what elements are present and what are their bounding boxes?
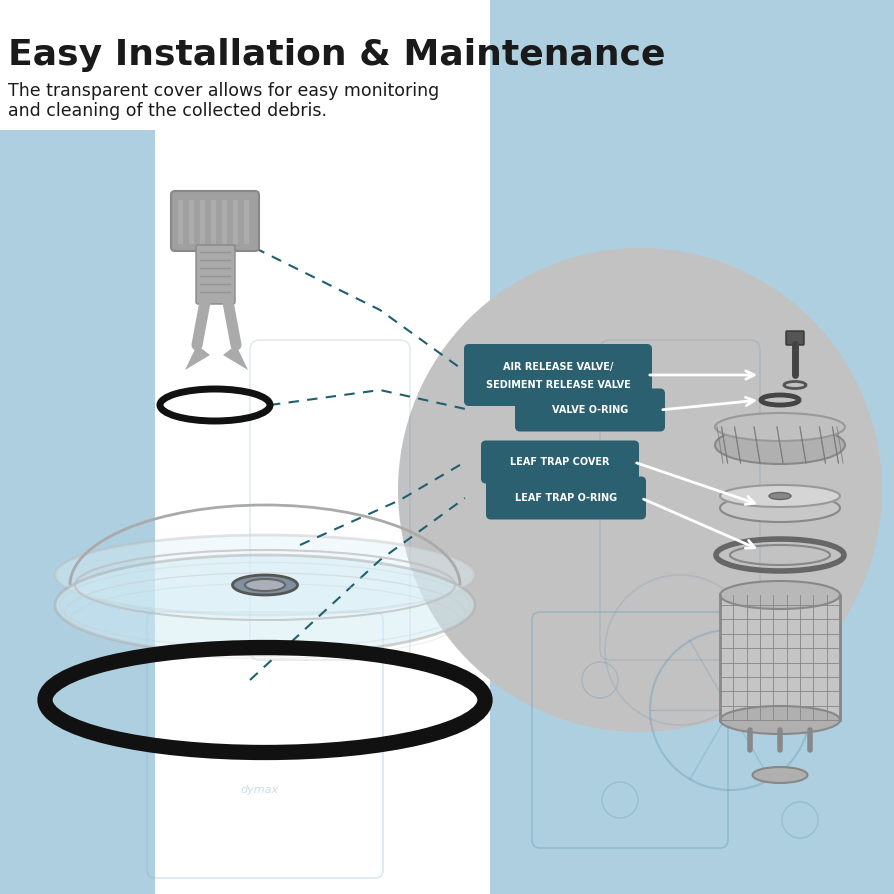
Ellipse shape (720, 706, 840, 734)
Polygon shape (185, 345, 210, 370)
Polygon shape (223, 345, 248, 370)
Text: VALVE O-RING: VALVE O-RING (552, 405, 628, 415)
FancyBboxPatch shape (515, 389, 665, 432)
Bar (0, 130, 155, 894)
FancyBboxPatch shape (786, 331, 804, 345)
Text: and cleaning of the collected debris.: and cleaning of the collected debris. (8, 102, 327, 120)
Bar (222, 200, 227, 244)
Bar (244, 200, 249, 244)
Text: LEAF TRAP COVER: LEAF TRAP COVER (510, 457, 610, 467)
Bar (720, 595, 840, 720)
Ellipse shape (55, 535, 475, 615)
Ellipse shape (715, 426, 845, 464)
Ellipse shape (753, 767, 807, 783)
Polygon shape (160, 130, 490, 894)
Ellipse shape (720, 485, 840, 507)
Bar (233, 200, 238, 244)
Circle shape (398, 248, 882, 732)
FancyBboxPatch shape (464, 344, 652, 406)
Bar (211, 200, 216, 244)
FancyBboxPatch shape (486, 477, 646, 519)
Bar (200, 200, 205, 244)
Ellipse shape (720, 581, 840, 609)
Text: dymax: dymax (241, 785, 279, 795)
Text: AIR RELEASE VALVE/: AIR RELEASE VALVE/ (502, 362, 613, 372)
FancyBboxPatch shape (481, 441, 639, 484)
Bar (178, 200, 183, 244)
Bar (490, 0, 894, 130)
Ellipse shape (715, 413, 845, 441)
Text: SEDIMENT RELEASE VALVE: SEDIMENT RELEASE VALVE (485, 380, 630, 390)
Bar (0, 0, 894, 130)
Text: The transparent cover allows for easy monitoring: The transparent cover allows for easy mo… (8, 82, 439, 100)
Text: Easy Installation & Maintenance: Easy Installation & Maintenance (8, 38, 665, 72)
Ellipse shape (245, 579, 285, 591)
Bar (0, 0, 490, 894)
Bar (189, 200, 194, 244)
FancyBboxPatch shape (171, 191, 259, 251)
Ellipse shape (769, 493, 791, 500)
Ellipse shape (55, 555, 475, 655)
Text: LEAF TRAP O-RING: LEAF TRAP O-RING (515, 493, 617, 503)
Ellipse shape (720, 494, 840, 522)
Ellipse shape (232, 575, 298, 595)
FancyBboxPatch shape (196, 245, 235, 304)
